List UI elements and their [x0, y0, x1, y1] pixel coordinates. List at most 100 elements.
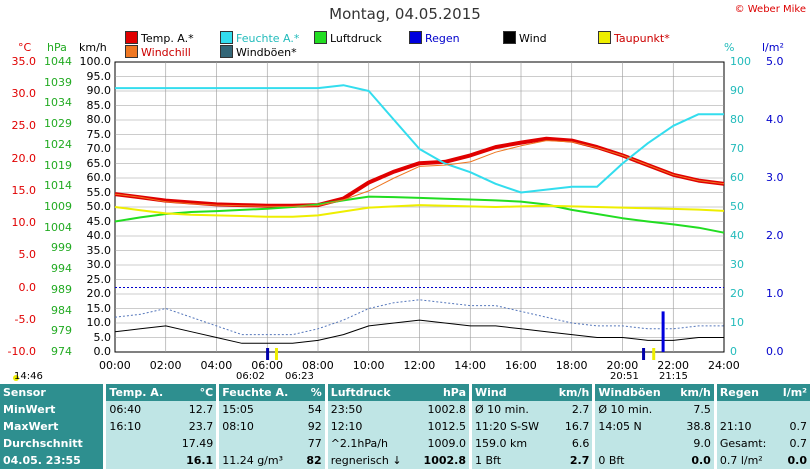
wind-tick: 40.0: [86, 229, 112, 242]
time-tick: 16:00: [505, 359, 537, 372]
sunrise-time: 06:02: [236, 371, 265, 382]
legend-pressure: Luftdruck: [314, 31, 382, 45]
temp-tick: -5.0: [14, 312, 36, 326]
pressure-tick: 1034: [44, 96, 72, 110]
pressure-tick: 1004: [44, 220, 72, 234]
last-update-time: 14:46: [14, 371, 43, 382]
wind-tick: 35.0: [86, 243, 112, 257]
humidity-tick: 90: [730, 84, 744, 97]
wind-tick: 20.0: [86, 287, 112, 300]
temp-tick: 5.0: [18, 248, 37, 262]
rain-tick: 2.0: [766, 229, 784, 242]
series-line-luftdruck: [114, 195, 725, 234]
wind-tick: 5.0: [93, 330, 112, 344]
series-line-windb-en: [114, 299, 724, 336]
time-tick: 04:00: [200, 359, 233, 372]
legend-swatch: [409, 31, 422, 44]
humidity-tick: 60: [730, 171, 744, 184]
pressure-tick: 1009: [44, 200, 72, 213]
pressure-tick: 1039: [44, 75, 72, 89]
temp-tick: 25.0: [11, 119, 37, 133]
wind-tick: 70.0: [86, 142, 112, 155]
humidity-tick: 20: [730, 287, 744, 300]
sunrise-time-2: 06:23: [285, 371, 314, 382]
legend-wind: Wind: [503, 31, 547, 45]
series-line-windchill: [114, 140, 725, 207]
legend-windchill: Windchill: [125, 45, 191, 59]
pressure-tick: 1014: [44, 179, 72, 193]
table-row: Durchschnitt 17.49 77 ^2.1hPa/h 1009.0 15…: [0, 435, 810, 452]
time-tick: 22:00: [657, 359, 689, 372]
pressure-tick: 994: [51, 262, 72, 276]
legend-swatch: [598, 31, 611, 44]
rain-unit: l/m²: [762, 41, 784, 54]
pressure-tick: 989: [51, 282, 72, 296]
humidity-tick: 50: [730, 200, 744, 213]
wind-tick: 55.0: [86, 185, 112, 199]
time-tick: 08:00: [302, 359, 334, 372]
humidity-tick: 70: [730, 142, 744, 155]
pressure-tick: 999: [51, 241, 72, 255]
copyright-label: © Weber Mike: [734, 4, 806, 15]
header-sensor: Sensor: [0, 384, 97, 401]
temp-tick: -10.0: [7, 345, 36, 358]
pressure-tick: 984: [51, 303, 72, 317]
series-line-taupunkt: [114, 204, 725, 218]
header-temp: Temp. A.: [103, 384, 174, 401]
chart-title: Montag, 04.05.2015: [329, 5, 481, 23]
wind-tick: 25.0: [86, 272, 112, 286]
wind-tick: 50.0: [86, 200, 112, 213]
wind-tick: 80.0: [86, 113, 112, 126]
rain-tick: 3.0: [766, 171, 784, 184]
pressure-tick: 979: [51, 324, 72, 338]
pressure-tick: 1019: [44, 158, 72, 172]
time-tick: 02:00: [149, 359, 182, 372]
rain-tick: 5.0: [766, 55, 784, 68]
wind-tick: 75.0: [86, 127, 112, 141]
humidity-tick: 40: [730, 229, 744, 242]
temp-tick: 15.0: [11, 183, 37, 197]
humidity-tick: 100: [730, 55, 751, 68]
sun-marker: [274, 348, 278, 360]
update-dot: [13, 375, 19, 381]
time-tick: 00:00: [99, 359, 131, 372]
humidity-tick: 30: [730, 258, 744, 271]
time-tick: 12:00: [403, 359, 436, 372]
pressure-tick: 1029: [44, 117, 72, 131]
legend-gusts: Windböen*: [220, 45, 297, 59]
pressure-tick: 974: [51, 345, 72, 358]
time-tick: 14:00: [454, 359, 486, 372]
temp-tick: 30.0: [11, 87, 37, 101]
wind-tick: 85.0: [86, 98, 112, 112]
sun-marker: [652, 348, 656, 360]
pressure-tick: 1024: [44, 137, 72, 151]
table-row-current: 04.05. 23:55 16.1 11.24 g/m³ 82 regnerisc…: [0, 452, 810, 469]
wind-tick: 10.0: [86, 316, 112, 329]
table-row: MaxWert 16:10 23.7 08:10 92 12:10 1012.5 11…: [0, 418, 810, 435]
wind-tick: 90.0: [86, 84, 112, 97]
legend-swatch: [220, 45, 233, 58]
time-tick: 06:00: [251, 359, 283, 372]
statistics-table: Sensor Temp. A. °C Feuchte A.% Luftdruck h…: [0, 384, 810, 469]
rain-tick: 4.0: [766, 113, 784, 126]
legend-swatch: [220, 31, 233, 44]
wind-tick: 65.0: [86, 156, 112, 170]
legend-swatch: [503, 31, 516, 44]
legend-swatch: [314, 31, 327, 44]
wind-tick: 0.0: [93, 345, 112, 358]
wind-unit: km/h: [79, 41, 107, 54]
time-tick: 10:00: [352, 359, 385, 372]
temp-tick: 0.0: [18, 280, 37, 294]
sunset-time-2: 21:15: [659, 371, 688, 382]
wind-tick: 95.0: [86, 69, 112, 83]
header-wind: Wind: [468, 384, 551, 401]
sun-marker: [266, 348, 270, 360]
temp-tick: 20.0: [11, 151, 37, 165]
wind-tick: 100.0: [79, 55, 112, 68]
temp-tick: 10.0: [11, 216, 37, 230]
rain-tick: 0.0: [766, 345, 784, 358]
header-humidity: Feuchte A.: [216, 384, 301, 401]
time-tick: 24:00: [708, 359, 740, 372]
humidity-tick: 0: [730, 345, 737, 358]
